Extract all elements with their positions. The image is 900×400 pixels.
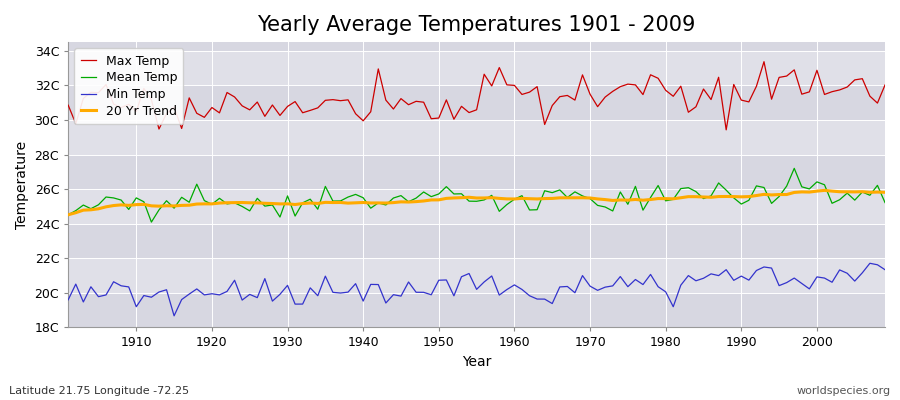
Text: worldspecies.org: worldspecies.org <box>796 386 891 396</box>
Max Temp <box>509 83 520 88</box>
Bar <box>68 16 885 51</box>
Mean Temp <box>123 207 134 212</box>
Mean Temp <box>297 200 308 205</box>
Mean Temp <box>509 197 520 202</box>
20 Yr Trend <box>501 196 512 201</box>
Max Temp <box>879 83 890 88</box>
Max Temp <box>290 99 301 104</box>
Line: Min Temp: Min Temp <box>68 263 885 316</box>
Line: 20 Yr Trend: 20 Yr Trend <box>68 190 885 215</box>
20 Yr Trend <box>290 202 301 207</box>
Line: Mean Temp: Mean Temp <box>68 168 885 222</box>
Bar <box>68 293 885 328</box>
Min Temp <box>123 284 134 289</box>
Mean Temp <box>343 195 354 200</box>
Legend: Max Temp, Mean Temp, Min Temp, 20 Yr Trend: Max Temp, Mean Temp, Min Temp, 20 Yr Tre… <box>75 48 184 124</box>
20 Yr Trend <box>335 200 346 205</box>
Mean Temp <box>879 200 890 205</box>
Max Temp <box>501 82 512 87</box>
Min Temp <box>879 267 890 272</box>
20 Yr Trend <box>819 188 830 193</box>
Min Temp <box>343 290 354 294</box>
Min Temp <box>509 282 520 287</box>
Max Temp <box>123 102 134 107</box>
Max Temp <box>721 128 732 132</box>
Mean Temp <box>63 212 74 217</box>
20 Yr Trend <box>599 197 610 202</box>
Y-axis label: Temperature: Temperature <box>15 141 29 229</box>
Min Temp <box>63 297 74 302</box>
X-axis label: Year: Year <box>462 355 491 369</box>
Bar <box>68 154 885 189</box>
Max Temp <box>63 103 74 108</box>
Bar <box>68 85 885 120</box>
20 Yr Trend <box>123 203 134 208</box>
Max Temp <box>759 59 769 64</box>
20 Yr Trend <box>879 190 890 195</box>
Title: Yearly Average Temperatures 1901 - 2009: Yearly Average Temperatures 1901 - 2009 <box>257 15 696 35</box>
Max Temp <box>599 95 610 100</box>
Min Temp <box>608 284 618 288</box>
Mean Temp <box>517 193 527 198</box>
Min Temp <box>865 261 876 266</box>
Min Temp <box>517 287 527 292</box>
Text: Latitude 21.75 Longitude -72.25: Latitude 21.75 Longitude -72.25 <box>9 386 189 396</box>
20 Yr Trend <box>63 212 74 217</box>
Max Temp <box>335 98 346 103</box>
Bar <box>68 224 885 258</box>
Mean Temp <box>788 166 799 171</box>
Line: Max Temp: Max Temp <box>68 62 885 130</box>
Mean Temp <box>608 208 618 213</box>
Min Temp <box>297 302 308 306</box>
Mean Temp <box>146 220 157 224</box>
20 Yr Trend <box>509 196 520 201</box>
Min Temp <box>168 314 179 318</box>
